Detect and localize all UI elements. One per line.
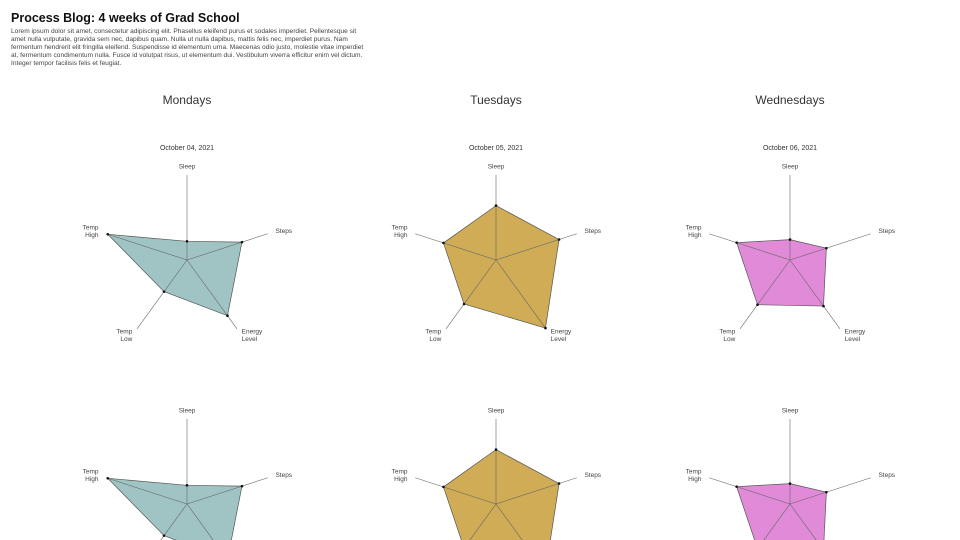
axis-label: Steps bbox=[878, 228, 895, 235]
radar-point bbox=[788, 482, 792, 485]
axis-line bbox=[739, 259, 791, 329]
radar-point bbox=[788, 238, 792, 241]
axis-label: Sleep bbox=[179, 408, 196, 415]
axis-label: Temp Low bbox=[425, 328, 441, 343]
radar-area bbox=[736, 483, 827, 540]
axis-label: Sleep bbox=[782, 164, 799, 171]
radar-point bbox=[226, 314, 229, 318]
axis-line bbox=[763, 503, 791, 540]
axis-line bbox=[709, 477, 791, 505]
axis-line bbox=[709, 233, 791, 261]
axis-line bbox=[415, 477, 497, 505]
axis-label: Steps bbox=[878, 472, 895, 479]
radar-point bbox=[735, 485, 738, 488]
radar-point bbox=[825, 490, 828, 494]
axis-line bbox=[495, 477, 577, 505]
axis-line bbox=[186, 503, 214, 540]
axis-line bbox=[495, 503, 523, 540]
axis-label: Energy Level bbox=[551, 328, 572, 343]
chart-date: October 04, 2021 bbox=[160, 145, 214, 152]
axis-label: Temp High bbox=[83, 224, 99, 239]
axis-line bbox=[789, 503, 817, 540]
radar-point bbox=[822, 304, 825, 308]
axis-label: Temp High bbox=[686, 224, 702, 239]
radar-point bbox=[162, 290, 166, 293]
axis-line bbox=[106, 477, 188, 505]
radar-area bbox=[443, 449, 560, 540]
radar-point bbox=[240, 240, 244, 244]
axis-label: Energy Level bbox=[845, 328, 866, 343]
axis-line bbox=[789, 259, 841, 329]
page-title: Process Blog: 4 weeks of Grad School bbox=[11, 11, 240, 25]
axis-label: Temp High bbox=[392, 468, 408, 483]
axis-label: Sleep bbox=[782, 408, 799, 415]
axis-label: Steps bbox=[584, 472, 601, 479]
axis-label: Temp Low bbox=[116, 328, 132, 343]
radar-area bbox=[736, 239, 827, 307]
axis-label: Temp High bbox=[83, 468, 99, 483]
axis-line bbox=[160, 503, 188, 540]
radar-point bbox=[494, 204, 498, 207]
axis-line bbox=[186, 477, 268, 505]
radar-point bbox=[106, 232, 110, 236]
radar-point bbox=[442, 241, 445, 245]
axis-label: Steps bbox=[584, 228, 601, 235]
axis-label: Steps bbox=[275, 472, 292, 479]
axis-line bbox=[495, 233, 577, 261]
axis-line bbox=[136, 259, 188, 329]
axis-label: Sleep bbox=[488, 164, 505, 171]
column-title: Tuesdays bbox=[470, 93, 522, 107]
axis-label: Energy Level bbox=[242, 328, 263, 343]
axis-line bbox=[789, 477, 871, 505]
radar-point bbox=[185, 484, 189, 487]
radar-point bbox=[442, 485, 445, 489]
axis-line bbox=[469, 503, 497, 540]
axis-line bbox=[186, 259, 238, 329]
radar-point bbox=[494, 448, 498, 451]
axis-label: Steps bbox=[275, 228, 292, 235]
radar-area bbox=[106, 233, 243, 317]
axis-label: Sleep bbox=[488, 408, 505, 415]
radar-area bbox=[106, 477, 243, 540]
radar-point bbox=[544, 326, 547, 330]
axis-line bbox=[789, 233, 871, 261]
radar-point bbox=[735, 241, 738, 244]
radar-point bbox=[106, 476, 110, 480]
axis-line bbox=[186, 233, 268, 261]
axis-label: Temp Low bbox=[719, 328, 735, 343]
axis-line bbox=[495, 259, 547, 329]
column-title: Mondays bbox=[163, 93, 212, 107]
radar-point bbox=[240, 484, 244, 488]
radar-point bbox=[162, 534, 166, 537]
radar-point bbox=[185, 240, 189, 243]
axis-line bbox=[106, 233, 188, 261]
axis-line bbox=[415, 233, 497, 261]
page-body: Lorem ipsum dolor sit amet, consectetur … bbox=[11, 28, 364, 67]
radar-point bbox=[557, 238, 561, 241]
radar-point bbox=[825, 246, 828, 250]
axis-label: Temp High bbox=[392, 224, 408, 239]
radar-point bbox=[557, 482, 561, 485]
chart-date: October 06, 2021 bbox=[763, 145, 817, 152]
radar-point bbox=[462, 302, 466, 306]
axis-label: Sleep bbox=[179, 164, 196, 171]
axis-line bbox=[445, 259, 497, 329]
axis-label: Temp High bbox=[686, 468, 702, 483]
radar-point bbox=[756, 303, 759, 306]
column-title: Wednesdays bbox=[755, 93, 824, 107]
chart-date: October 05, 2021 bbox=[469, 145, 523, 152]
